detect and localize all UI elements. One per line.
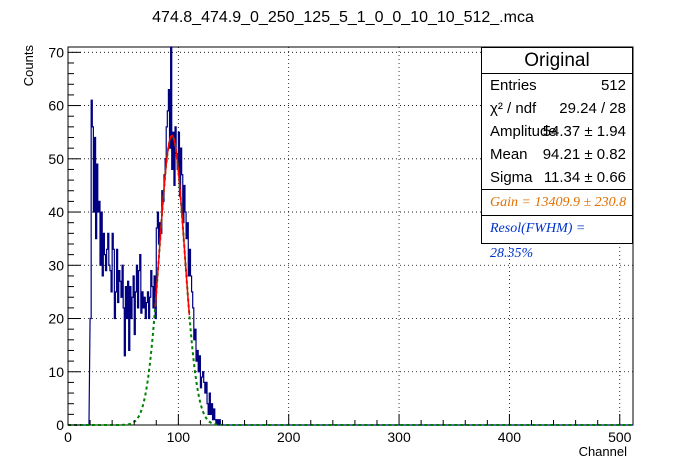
x-tick-label: 100 [167,429,191,445]
y-tick-label: 30 [48,257,64,273]
gaussian-fit [68,134,633,426]
x-tick-label: 400 [498,429,522,445]
y-tick-label: 60 [48,98,64,114]
x-tick-label: 200 [277,429,301,445]
resolution-text: Resol(FWHM) = 28.35% [482,215,632,261]
stats-value: 29.24 / 28 [559,100,626,117]
x-tick-label: 300 [387,429,411,445]
stats-row-sigma: Sigma 11.34 ± 0.66 [482,166,632,189]
stats-value: 11.34 ± 0.66 [543,169,626,186]
stats-row-entries: Entries 512 [482,74,632,97]
chart-title: 474.8_474.9_0_250_125_5_1_0_0_10_10_512_… [152,9,534,26]
y-tick-label: 50 [48,151,64,167]
stats-row-chi2: χ² / ndf 29.24 / 28 [482,97,632,120]
x-tick-label: 0 [64,429,72,445]
fit-curve [154,134,191,316]
y-axis-label: Counts [21,45,36,87]
stats-title: Original [482,48,632,74]
gain-text: Gain = 13409.9 ± 230.8 [482,189,632,215]
stats-value: 94.21 ± 0.82 [542,146,626,163]
stats-row-mean: Mean 94.21 ± 0.82 [482,143,632,166]
stats-row-amplitude: Amplitude 54.37 ± 1.94 [482,120,632,143]
stats-value: 54.37 ± 1.94 [542,123,626,140]
y-tick-label: 10 [48,364,64,380]
axes: 0 100 200 300 400 500 0 10 20 30 40 50 60 70 [48,44,631,445]
y-tick-label: 0 [56,417,64,433]
stats-label: Amplitude [490,123,557,140]
y-tick-label: 70 [48,44,64,60]
stats-label: Sigma [490,169,533,186]
stats-box: Original Entries 512 χ² / ndf 29.24 / 28… [481,47,633,261]
x-axis-label: Channel [579,444,628,459]
fit-extended-curve [68,134,633,426]
stats-label: χ² / ndf [490,100,537,117]
x-tick-label: 500 [608,429,632,445]
y-tick-label: 20 [48,311,64,327]
stats-label: Mean [490,146,528,163]
stats-value: 512 [600,77,626,94]
stats-label: Entries [490,77,537,94]
y-tick-label: 40 [48,204,64,220]
